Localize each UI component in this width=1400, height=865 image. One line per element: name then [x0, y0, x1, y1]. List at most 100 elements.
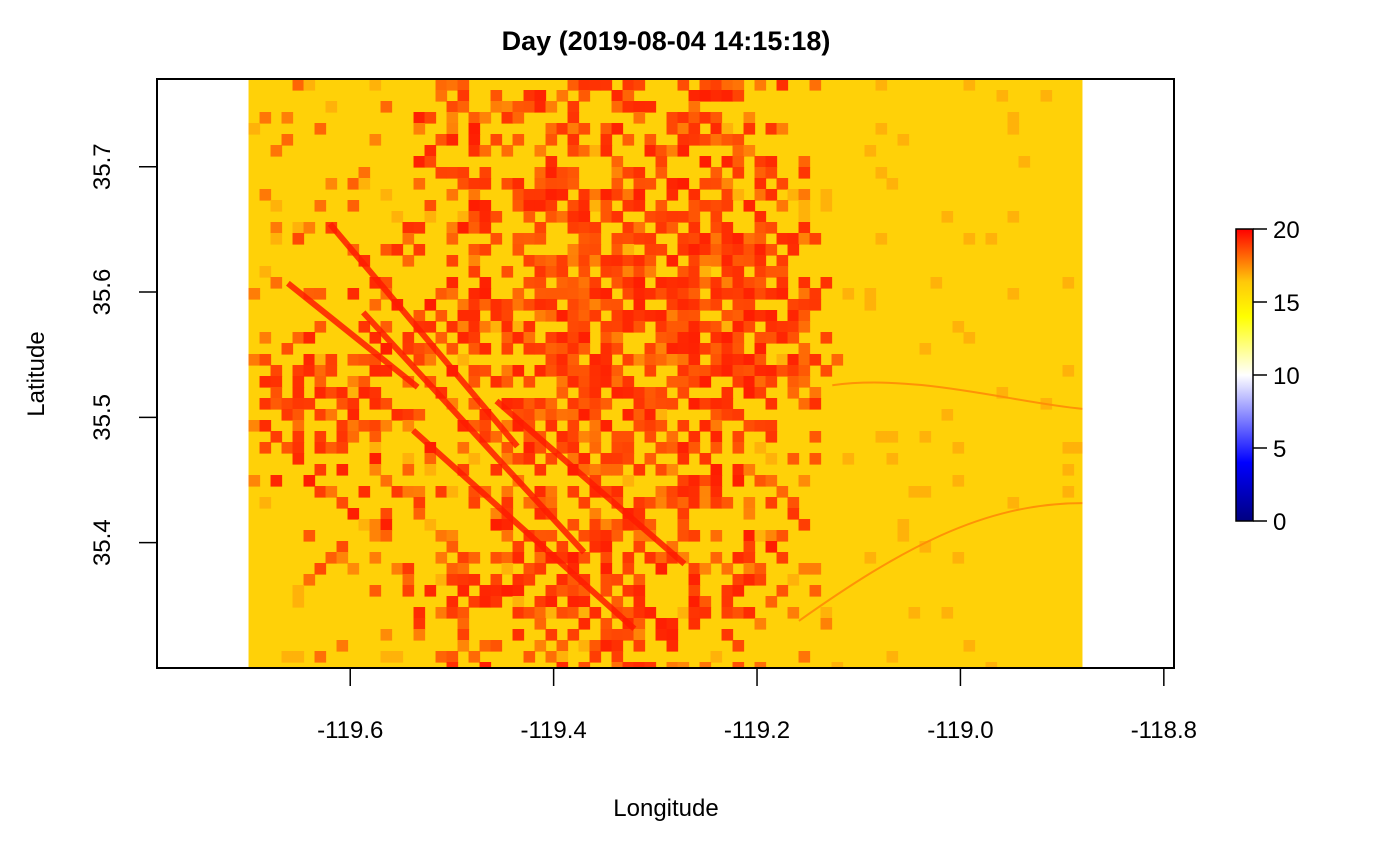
- raster-cell: [457, 310, 470, 322]
- raster-cell: [688, 211, 701, 223]
- raster-cell: [677, 508, 690, 520]
- raster-cell: [754, 387, 767, 399]
- raster-cell: [787, 497, 800, 509]
- raster-cell: [248, 420, 261, 432]
- raster-cell: [545, 266, 558, 278]
- raster-cell: [611, 376, 624, 388]
- raster-cell: [754, 442, 767, 454]
- raster-cell: [259, 332, 272, 344]
- raster-cell: [732, 376, 745, 388]
- raster-cell: [798, 211, 811, 223]
- raster-cell: [545, 486, 558, 498]
- raster-cell: [732, 288, 745, 300]
- raster-cell: [589, 310, 602, 322]
- raster-cell: [435, 530, 448, 542]
- raster-cell: [754, 662, 767, 668]
- raster-cell: [798, 519, 811, 531]
- raster-cell: [314, 365, 327, 377]
- raster-cell: [556, 277, 569, 289]
- raster-cell: [534, 486, 547, 498]
- raster-cell: [479, 222, 492, 234]
- raster-cell: [743, 387, 756, 399]
- raster-cell: [1007, 123, 1020, 135]
- raster-cell: [523, 453, 536, 465]
- raster-cell: [699, 453, 712, 465]
- raster-cell: [479, 277, 492, 289]
- raster-cell: [413, 486, 426, 498]
- raster-cell: [468, 310, 481, 322]
- raster-cell: [523, 343, 536, 355]
- raster-cell: [578, 211, 591, 223]
- raster-cell: [435, 552, 448, 564]
- raster-cell: [424, 299, 437, 311]
- raster-cell: [314, 288, 327, 300]
- raster-cell: [787, 387, 800, 399]
- raster-cell: [303, 222, 316, 234]
- raster-cell: [644, 134, 657, 146]
- raster-cell: [358, 519, 371, 531]
- raster-cell: [666, 299, 679, 311]
- raster-cell: [721, 90, 734, 102]
- raster-cell: [688, 123, 701, 135]
- raster-cell: [468, 134, 481, 146]
- raster-cell: [545, 354, 558, 366]
- raster-cell: [534, 178, 547, 190]
- raster-cell: [622, 563, 635, 575]
- raster-cell: [600, 552, 613, 564]
- raster-cell: [589, 354, 602, 366]
- raster-cell: [666, 277, 679, 289]
- raster-cell: [699, 200, 712, 212]
- raster-cell: [776, 486, 789, 498]
- raster-cell: [578, 200, 591, 212]
- raster-cell: [666, 398, 679, 410]
- raster-cell: [589, 387, 602, 399]
- raster-cell: [820, 200, 833, 212]
- raster-cell: [699, 376, 712, 388]
- raster-cell: [512, 629, 525, 641]
- raster-cell: [446, 79, 459, 91]
- raster-cell: [402, 222, 415, 234]
- raster-cell: [776, 354, 789, 366]
- raster-cell: [633, 574, 646, 586]
- raster-cell: [589, 277, 602, 289]
- raster-cell: [688, 299, 701, 311]
- raster-cell: [314, 442, 327, 454]
- raster-cell: [369, 134, 382, 146]
- raster-cell: [622, 233, 635, 245]
- raster-cell: [380, 189, 393, 201]
- raster-cell: [666, 145, 679, 157]
- raster-cell: [457, 167, 470, 179]
- raster-cell: [468, 376, 481, 388]
- raster-cell: [732, 332, 745, 344]
- raster-cell: [512, 112, 525, 124]
- raster-cell: [710, 222, 723, 234]
- raster-cell: [578, 662, 591, 668]
- raster-cell: [556, 123, 569, 135]
- raster-cell: [721, 398, 734, 410]
- raster-cell: [259, 189, 272, 201]
- raster-cell: [314, 409, 327, 421]
- raster-cell: [512, 574, 525, 586]
- raster-cell: [259, 398, 272, 410]
- raster-cell: [292, 332, 305, 344]
- raster-cell: [732, 145, 745, 157]
- raster-cell: [446, 651, 459, 663]
- colorbar-tick-label: 5: [1273, 436, 1286, 463]
- raster-cell: [787, 453, 800, 465]
- raster-cell: [776, 530, 789, 542]
- raster-cell: [743, 552, 756, 564]
- raster-cell: [512, 299, 525, 311]
- raster-cell: [622, 321, 635, 333]
- colorbar: 0 5 10 15 20: [1235, 217, 1300, 536]
- raster-cell: [633, 354, 646, 366]
- raster-cell: [424, 343, 437, 355]
- raster-cell: [611, 189, 624, 201]
- raster-cell: [611, 266, 624, 278]
- raster-cell: [578, 640, 591, 652]
- raster-cell: [567, 79, 580, 91]
- raster-cell: [644, 552, 657, 564]
- raster-cell: [512, 398, 525, 410]
- raster-cell: [787, 244, 800, 256]
- raster-cell: [534, 442, 547, 454]
- raster-cell: [457, 585, 470, 597]
